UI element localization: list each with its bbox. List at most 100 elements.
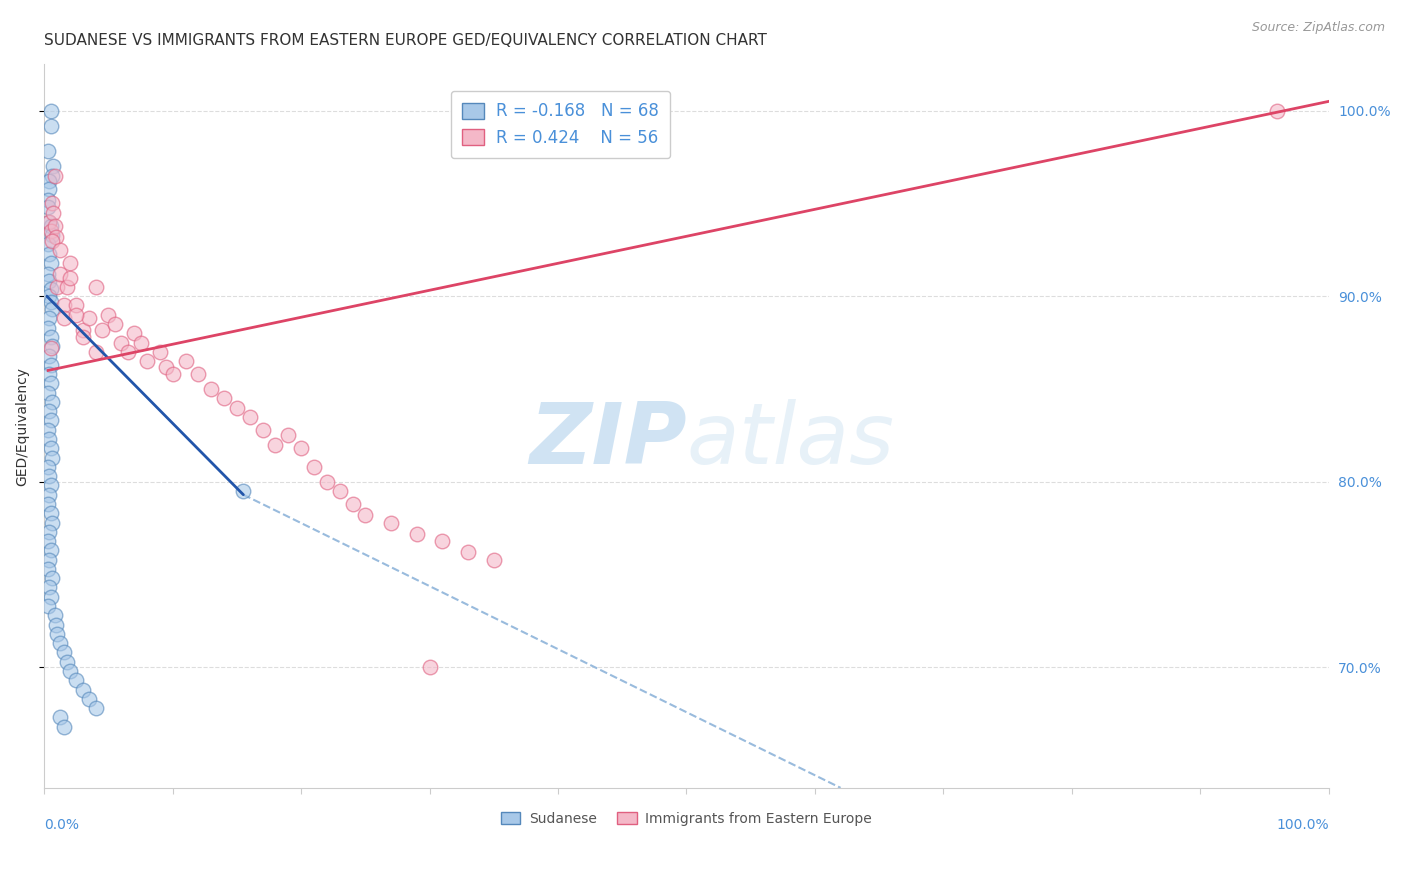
- Point: [52, 645, 75, 659]
- Point: [46, 280, 69, 294]
- Point: [41, 450, 63, 465]
- Point: [65, 673, 87, 688]
- Point: [187, 367, 209, 381]
- Point: [41, 302, 63, 317]
- Point: [482, 552, 505, 566]
- Point: [44, 219, 66, 233]
- Point: [41, 227, 63, 242]
- Point: [38, 274, 60, 288]
- Text: atlas: atlas: [686, 399, 894, 482]
- Point: [37, 497, 59, 511]
- Text: ZIP: ZIP: [529, 399, 686, 482]
- Point: [38, 349, 60, 363]
- Point: [48, 710, 70, 724]
- Point: [432, 534, 454, 549]
- Point: [56, 280, 79, 294]
- Point: [44, 169, 66, 183]
- Point: [48, 636, 70, 650]
- Point: [380, 516, 402, 530]
- Point: [405, 526, 427, 541]
- Point: [39, 282, 62, 296]
- Point: [39, 478, 62, 492]
- Point: [38, 581, 60, 595]
- Point: [1265, 103, 1288, 118]
- Point: [52, 720, 75, 734]
- Point: [39, 119, 62, 133]
- Point: [38, 174, 60, 188]
- Y-axis label: GED/Equivalency: GED/Equivalency: [15, 367, 30, 485]
- Point: [41, 196, 63, 211]
- Point: [59, 256, 82, 270]
- Text: Source: ZipAtlas.com: Source: ZipAtlas.com: [1251, 21, 1385, 34]
- Point: [39, 294, 62, 309]
- Point: [39, 341, 62, 355]
- Point: [104, 317, 127, 331]
- Point: [232, 483, 254, 498]
- Point: [37, 423, 59, 437]
- Point: [65, 298, 87, 312]
- Point: [39, 219, 62, 233]
- Point: [39, 506, 62, 520]
- Point: [48, 243, 70, 257]
- Point: [315, 475, 337, 489]
- Text: 0.0%: 0.0%: [44, 818, 79, 832]
- Point: [38, 404, 60, 418]
- Point: [264, 437, 287, 451]
- Point: [38, 181, 60, 195]
- Point: [37, 320, 59, 334]
- Point: [37, 459, 59, 474]
- Point: [342, 497, 364, 511]
- Point: [37, 599, 59, 613]
- Point: [56, 655, 79, 669]
- Point: [277, 428, 299, 442]
- Point: [41, 234, 63, 248]
- Point: [42, 205, 65, 219]
- Point: [45, 229, 67, 244]
- Legend: Sudanese, Immigrants from Eastern Europe: Sudanese, Immigrants from Eastern Europe: [495, 806, 877, 831]
- Point: [290, 442, 312, 456]
- Point: [41, 169, 63, 183]
- Point: [457, 545, 479, 559]
- Point: [37, 200, 59, 214]
- Point: [52, 311, 75, 326]
- Point: [39, 376, 62, 391]
- Point: [59, 270, 82, 285]
- Point: [39, 413, 62, 427]
- Point: [41, 339, 63, 353]
- Point: [65, 308, 87, 322]
- Text: SUDANESE VS IMMIGRANTS FROM EASTERN EUROPE GED/EQUIVALENCY CORRELATION CHART: SUDANESE VS IMMIGRANTS FROM EASTERN EURO…: [44, 33, 768, 48]
- Point: [39, 256, 62, 270]
- Point: [200, 382, 222, 396]
- Point: [37, 237, 59, 252]
- Point: [129, 335, 152, 350]
- Point: [41, 516, 63, 530]
- Point: [174, 354, 197, 368]
- Point: [45, 617, 67, 632]
- Point: [38, 246, 60, 260]
- Point: [41, 571, 63, 585]
- Point: [42, 159, 65, 173]
- Point: [39, 590, 62, 604]
- Point: [37, 562, 59, 576]
- Point: [419, 660, 441, 674]
- Point: [149, 344, 172, 359]
- Point: [38, 289, 60, 303]
- Point: [38, 432, 60, 446]
- Point: [84, 280, 107, 294]
- Point: [110, 335, 132, 350]
- Point: [136, 354, 159, 368]
- Point: [226, 401, 249, 415]
- Point: [252, 423, 274, 437]
- Point: [37, 193, 59, 207]
- Point: [46, 627, 69, 641]
- Point: [84, 344, 107, 359]
- Point: [38, 524, 60, 539]
- Point: [52, 298, 75, 312]
- Point: [39, 442, 62, 456]
- Point: [38, 215, 60, 229]
- Text: 100.0%: 100.0%: [1277, 818, 1329, 832]
- Point: [39, 358, 62, 372]
- Point: [162, 367, 184, 381]
- Point: [77, 311, 100, 326]
- Point: [239, 409, 262, 424]
